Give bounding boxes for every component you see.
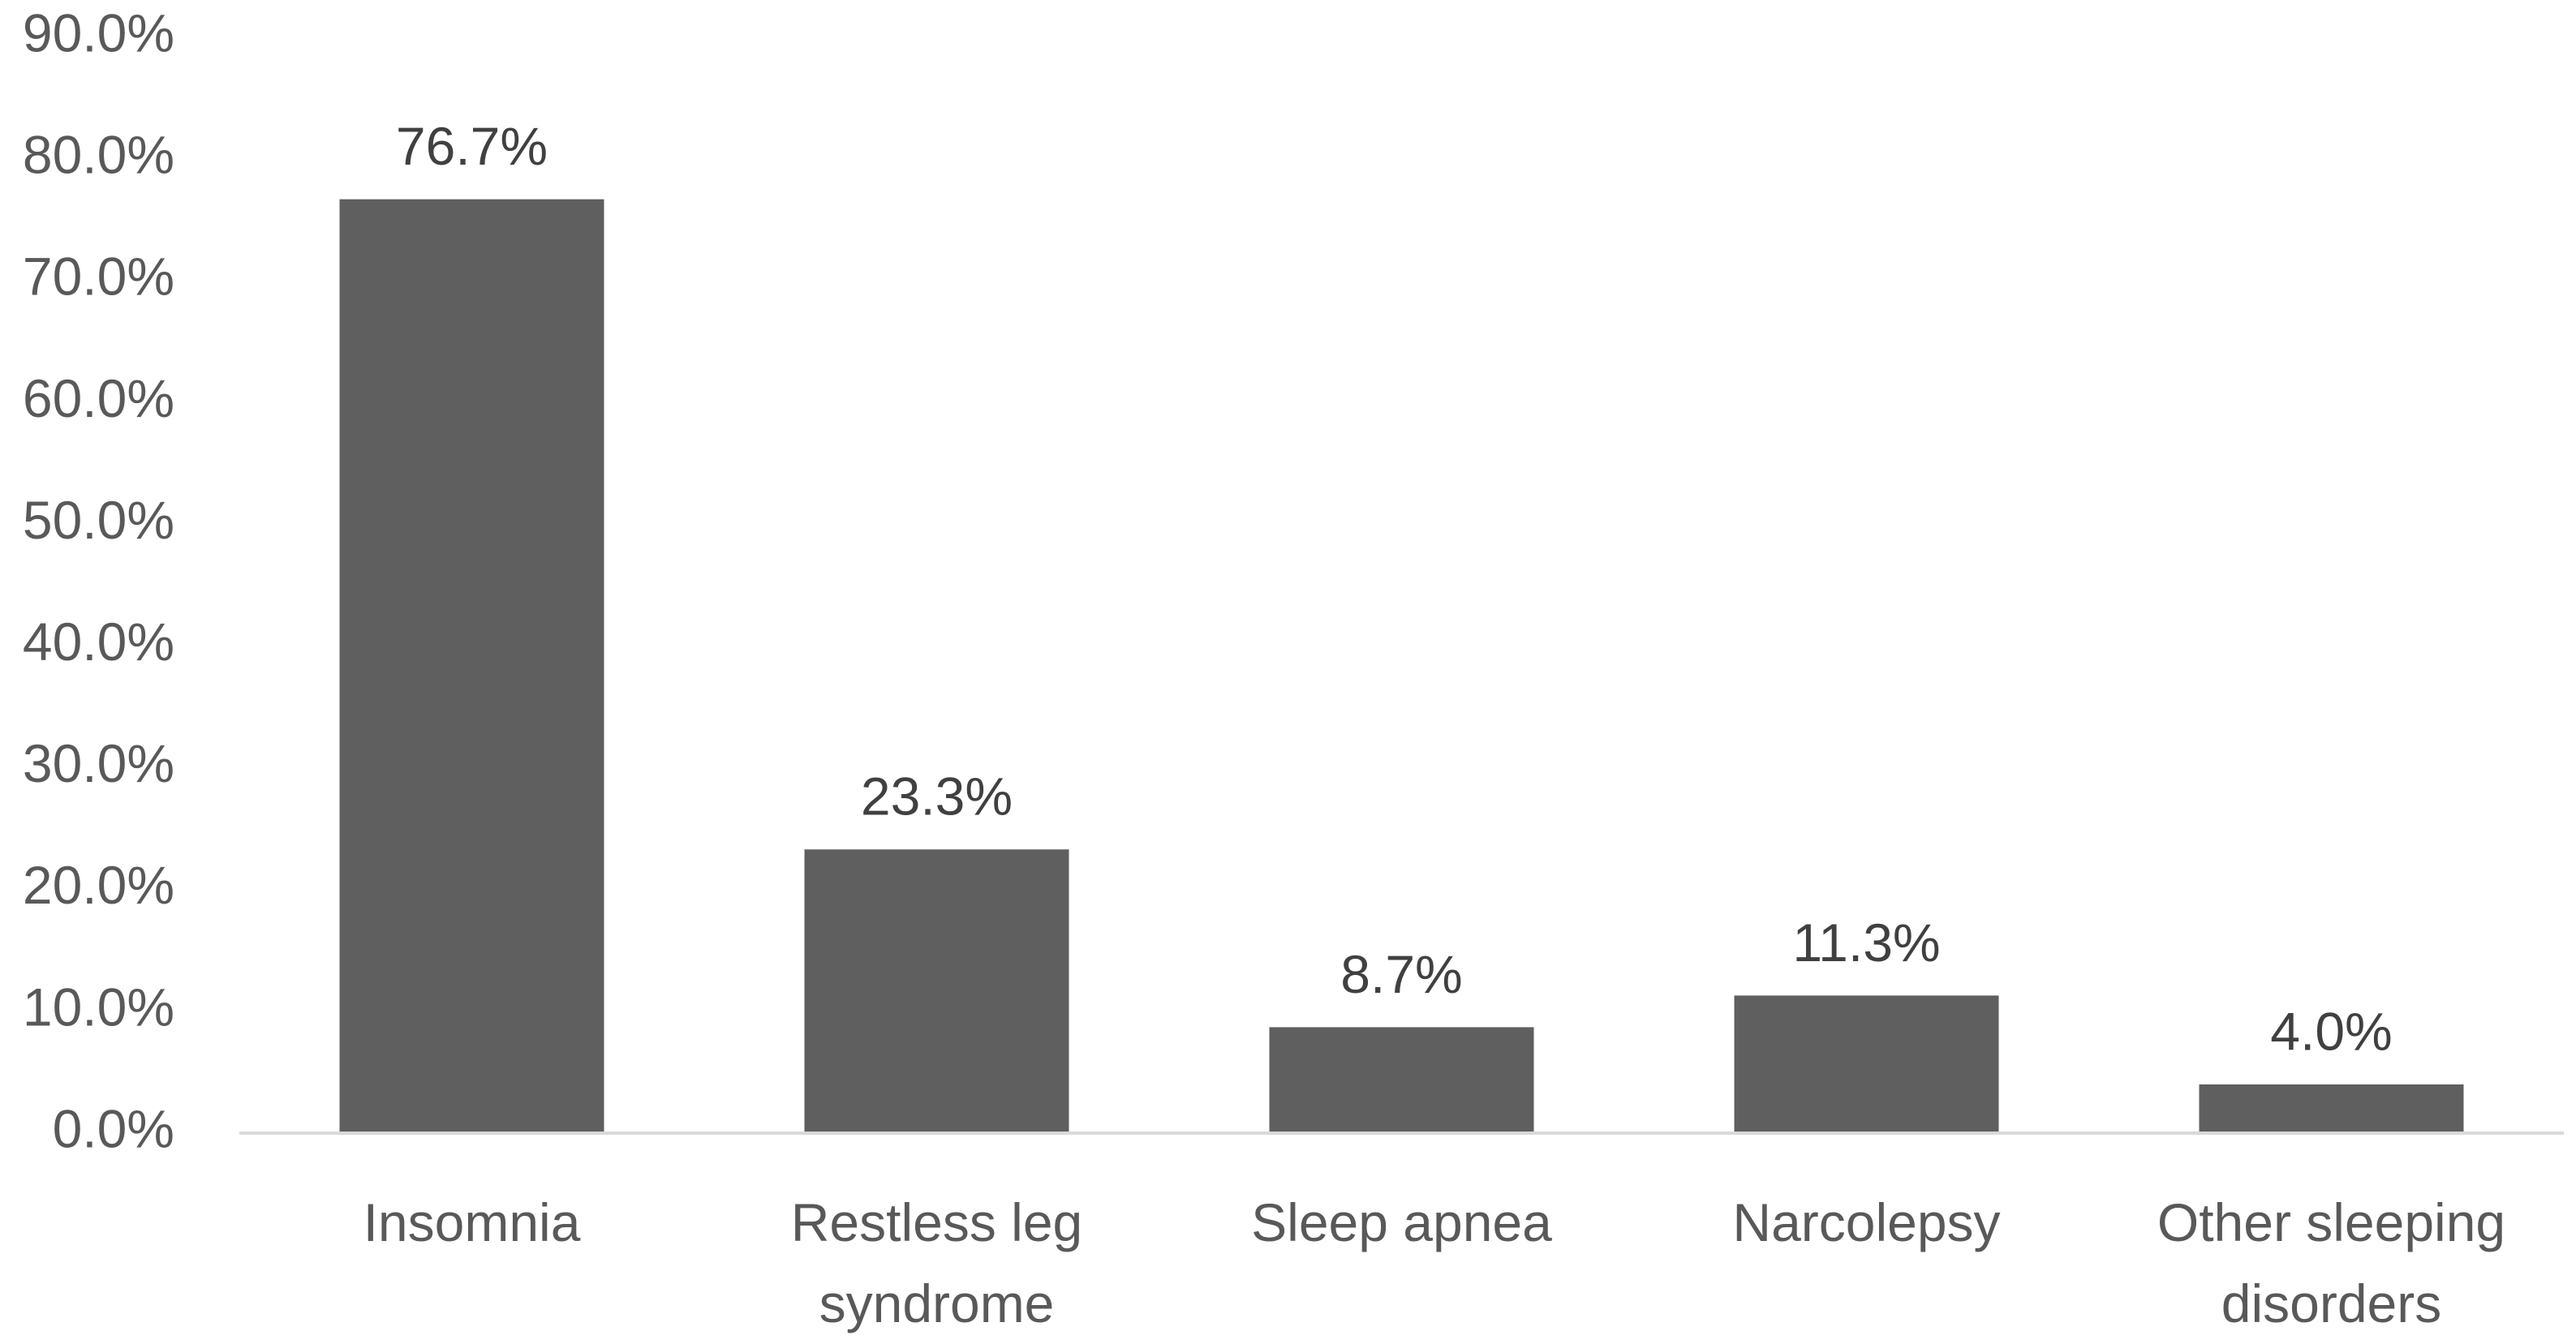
category-label: syndrome [819,1273,1055,1333]
bar [1269,1027,1534,1133]
bar [2199,1084,2464,1133]
data-label: 76.7% [396,116,548,176]
y-tick-label: 90.0% [23,2,174,62]
category-label: Sleep apnea [1251,1192,1552,1252]
category-label: Insomnia [363,1192,581,1252]
y-tick-label: 30.0% [23,733,174,793]
bar [339,199,604,1133]
y-tick-label: 20.0% [23,855,174,915]
category-label: Restless leg [791,1192,1083,1252]
y-tick-label: 60.0% [23,368,174,428]
category-labels: Insomnia Restless leg syndrome Sleep apnea N… [363,1192,2506,1333]
data-label: 8.7% [1340,944,1462,1004]
bar [804,849,1069,1133]
data-label: 11.3% [1792,912,1940,973]
y-tick-label: 80.0% [23,125,174,185]
category-label: Other sleeping [2157,1192,2505,1252]
y-axis-ticks: 0.0% 10.0% 20.0% 30.0% 40.0% 50.0% 60.0% 70.0% 8… [23,2,174,1158]
category-label: disorders [2221,1273,2441,1333]
data-label: 4.0% [2270,1001,2392,1061]
data-labels: 76.7% 23.3% 8.7% 11.3% 4.0% [396,116,2393,1061]
data-label: 23.3% [861,766,1013,827]
bar [1734,995,1999,1133]
y-tick-label: 0.0% [53,1098,174,1158]
y-tick-label: 70.0% [23,247,174,307]
y-tick-label: 40.0% [23,612,174,672]
y-tick-label: 10.0% [23,977,174,1037]
category-label: Narcolepsy [1732,1192,2000,1252]
bars [339,199,2464,1133]
y-tick-label: 50.0% [23,490,174,550]
